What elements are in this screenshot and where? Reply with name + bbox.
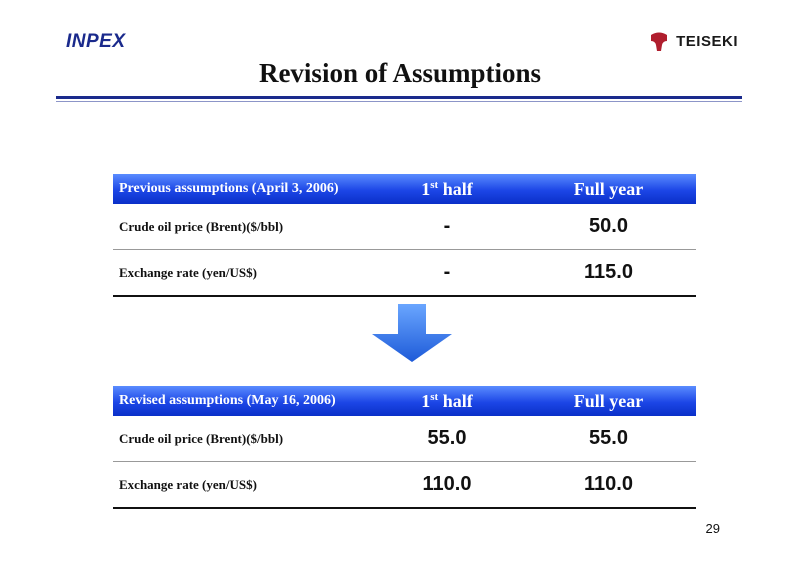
table-row: Exchange rate (yen/US$) 110.0 110.0 xyxy=(113,462,696,509)
page-title: Revision of Assumptions xyxy=(258,58,542,88)
teiseki-logo-text: TEISEKI xyxy=(676,32,738,50)
table-row: Exchange rate (yen/US$) - 115.0 xyxy=(113,250,696,297)
revised-assumptions-table: Revised assumptions (May 16, 2006) 1st h… xyxy=(113,386,696,509)
teiseki-logo: TEISEKI xyxy=(648,30,738,52)
full-year-value: 55.0 xyxy=(589,427,628,449)
header-label: Previous assumptions (April 3, 2006) xyxy=(119,181,339,196)
row-label: Exchange rate (yen/US$) xyxy=(119,264,257,280)
header-full-year: Full year xyxy=(573,390,644,411)
first-half-value: 55.0 xyxy=(427,427,467,449)
row-label: Crude oil price (Brent)($/bbl) xyxy=(119,218,284,234)
previous-assumptions-table: Previous assumptions (April 3, 2006) 1st… xyxy=(113,174,696,297)
row-label: Exchange rate (yen/US$) xyxy=(119,476,257,492)
inpex-logo: INPEX xyxy=(66,31,126,52)
title-divider xyxy=(56,96,742,99)
title-divider-thin xyxy=(56,101,742,102)
header-full-year: Full year xyxy=(573,178,644,199)
table-row: Crude oil price (Brent)($/bbl) 55.0 55.0 xyxy=(113,416,696,462)
down-arrow-icon xyxy=(372,304,452,362)
table-row: Crude oil price (Brent)($/bbl) - 50.0 xyxy=(113,204,696,250)
teiseki-logo-mark-icon xyxy=(651,32,668,51)
header-first-half: 1st half xyxy=(421,178,473,199)
first-half-value: - xyxy=(443,215,451,237)
header-label: Revised assumptions (May 16, 2006) xyxy=(119,393,336,408)
row-label: Crude oil price (Brent)($/bbl) xyxy=(119,430,284,446)
page-number: 29 xyxy=(705,521,720,536)
full-year-value: 50.0 xyxy=(589,215,628,237)
first-half-value: - xyxy=(443,261,451,283)
first-half-value: 110.0 xyxy=(422,473,472,495)
header-first-half: 1st half xyxy=(421,390,473,411)
full-year-value: 110.0 xyxy=(584,473,633,495)
table-header: Previous assumptions (April 3, 2006) 1st… xyxy=(113,174,696,204)
full-year-value: 115.0 xyxy=(584,261,633,283)
table-header: Revised assumptions (May 16, 2006) 1st h… xyxy=(113,386,696,416)
